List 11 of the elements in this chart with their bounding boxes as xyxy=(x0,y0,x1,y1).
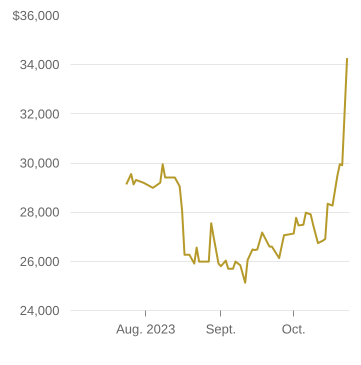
y-tick-label: 28,000 xyxy=(20,204,60,220)
x-tick-label: Aug. 2023 xyxy=(116,322,176,336)
y-tick-label: 34,000 xyxy=(20,57,60,72)
x-tick-label: Sept. xyxy=(206,322,236,336)
y-tick-label: $36,000 xyxy=(12,8,60,23)
y-tick-label: 24,000 xyxy=(20,303,60,318)
y-tick-label: 32,000 xyxy=(20,106,60,122)
x-tick-label: Oct. xyxy=(282,322,306,336)
y-tick-label: 30,000 xyxy=(20,156,60,170)
line-series xyxy=(125,57,348,284)
y-tick-label: 26,000 xyxy=(20,254,60,269)
